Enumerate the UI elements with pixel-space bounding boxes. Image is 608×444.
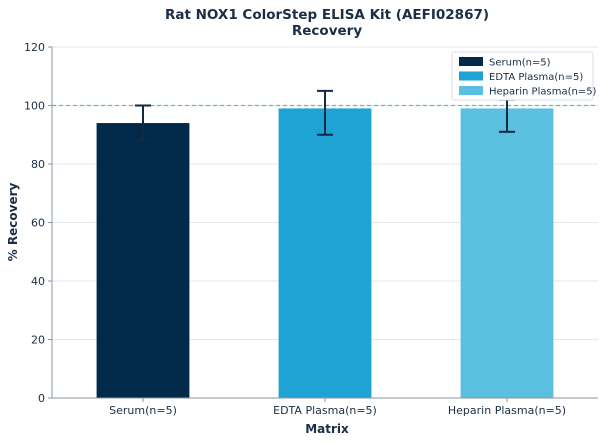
bar bbox=[96, 123, 190, 399]
error-bars bbox=[135, 89, 515, 142]
legend-swatch bbox=[459, 86, 483, 95]
x-tick-label: Heparin Plasma(n=5) bbox=[448, 404, 566, 417]
bar bbox=[278, 108, 372, 399]
x-axis-ticks: Serum(n=5) EDTA Plasma(n=5) Heparin Plasma… bbox=[109, 398, 566, 417]
legend-box bbox=[451, 51, 594, 101]
legend-label: EDTA Plasma(n=5) bbox=[489, 72, 583, 83]
chart-title: Rat NOX1 ColorStep ELISA Kit (AEFI02867) bbox=[165, 7, 489, 23]
legend-swatch bbox=[459, 57, 483, 66]
bars bbox=[96, 108, 554, 399]
y-tick-label: 120 bbox=[24, 41, 45, 54]
x-axis-label: Matrix bbox=[305, 422, 349, 436]
y-tick-label: 80 bbox=[31, 158, 45, 171]
y-axis-ticks: 0 20 40 60 80 100 120 bbox=[24, 41, 52, 405]
y-axis-label: % Recovery bbox=[6, 183, 20, 262]
y-tick-label: 100 bbox=[24, 100, 45, 113]
y-tick-label: 40 bbox=[31, 275, 45, 288]
x-tick-label: EDTA Plasma(n=5) bbox=[273, 404, 377, 417]
chart-subtitle: Recovery bbox=[292, 23, 362, 39]
legend-label: Heparin Plasma(n=5) bbox=[489, 87, 597, 98]
legend-label: Serum(n=5) bbox=[489, 58, 551, 69]
y-tick-label: 20 bbox=[31, 334, 45, 347]
x-tick-label: Serum(n=5) bbox=[109, 404, 177, 417]
legend: Serum(n=5) EDTA Plasma(n=5) Heparin Plasma… bbox=[451, 51, 597, 101]
y-tick-label: 60 bbox=[31, 217, 45, 230]
legend-swatch bbox=[459, 71, 483, 81]
bar bbox=[460, 108, 554, 399]
y-tick-label: 0 bbox=[38, 392, 45, 405]
